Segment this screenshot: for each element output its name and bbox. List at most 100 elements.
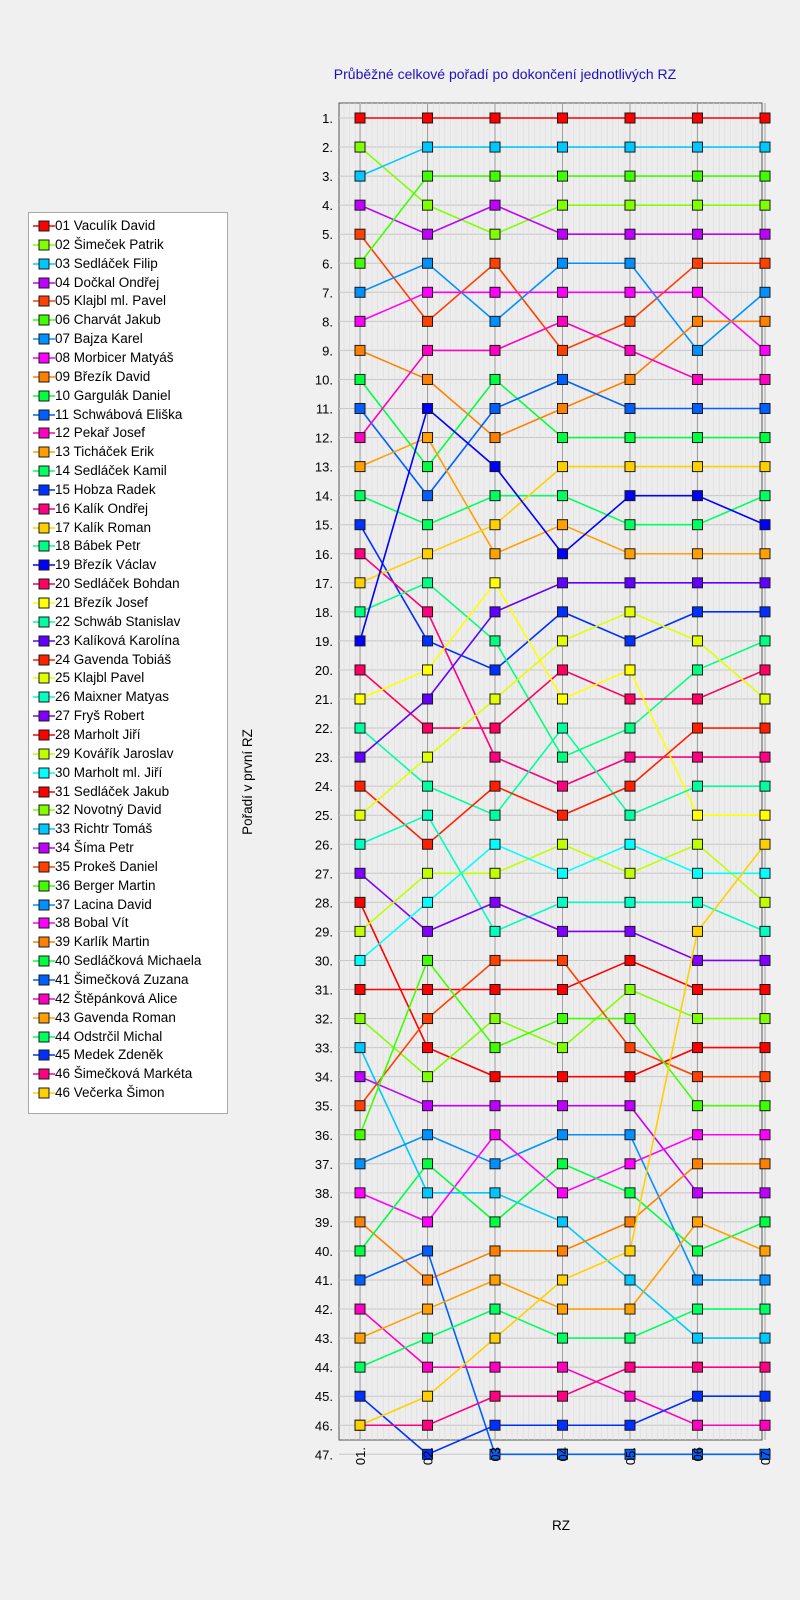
data-point [759, 315, 771, 327]
data-point [759, 1303, 771, 1315]
legend-label: 05 Klajbl ml. Pavel [55, 293, 167, 309]
data-point [422, 577, 433, 589]
data-point [557, 461, 568, 473]
data-point [489, 257, 501, 269]
series-24-Gavenda-Tobiáš [354, 722, 771, 850]
data-point [759, 490, 771, 502]
legend-label: 38 Bobal Vít [55, 915, 129, 931]
legend-label: 42 Štěpánková Alice [55, 990, 178, 1006]
legend-swatch [33, 616, 55, 628]
data-point [489, 1419, 501, 1431]
data-point [422, 286, 433, 298]
legend-swatch [33, 823, 55, 835]
y-tick-label: 23. [315, 750, 333, 765]
data-point [759, 519, 771, 531]
data-point [624, 315, 636, 327]
x-tick-label: 01. [353, 1447, 368, 1465]
data-point [692, 954, 703, 966]
data-point [557, 344, 568, 356]
data-point [354, 1274, 366, 1286]
y-tick-label: 4. [322, 198, 333, 213]
series-43-Gavenda-Roman [354, 1216, 771, 1344]
legend-label: 29 Kovářík Jaroslav [55, 745, 174, 761]
legend-label: 16 Kalík Ondřej [55, 500, 149, 516]
data-point [557, 1187, 568, 1199]
data-point [354, 896, 366, 908]
data-point [692, 1303, 703, 1315]
data-point [354, 577, 366, 589]
data-point [557, 1390, 568, 1402]
legend-label: 26 Maixner Matyas [55, 689, 170, 705]
legend-label: 34 Šíma Petr [55, 840, 134, 856]
data-point [489, 1361, 501, 1373]
data-point [692, 373, 703, 385]
data-point [354, 780, 366, 792]
legend-label: 04 Dočkal Ondřej [55, 274, 160, 290]
data-point [759, 693, 771, 705]
data-point [759, 1361, 771, 1373]
data-point [354, 809, 366, 821]
legend-label: 07 Bajza Karel [55, 331, 143, 347]
data-point [489, 548, 501, 560]
legend-swatch [33, 672, 55, 684]
data-point [489, 286, 501, 298]
data-point [759, 984, 771, 995]
data-point [489, 693, 501, 705]
legend-label: 21 Březík Josef [55, 595, 149, 610]
data-point [624, 548, 636, 560]
data-point [422, 925, 433, 937]
legend-label: 41 Šimečková Zuzana [55, 972, 189, 987]
legend-label: 24 Gavenda Tobiáš [55, 651, 172, 667]
data-point [692, 1013, 703, 1025]
data-point [692, 1361, 703, 1373]
legend-swatch [33, 522, 55, 534]
data-point [422, 635, 433, 647]
series-25-Klajbl-Pavel [354, 606, 771, 821]
data-point [422, 1390, 433, 1402]
data-point [354, 722, 366, 734]
data-point [557, 373, 568, 385]
series-02-Šimeček-Patrik [354, 141, 771, 240]
data-point [557, 606, 568, 618]
series-28-Marholt-Jiří [354, 896, 771, 1083]
data-point [692, 664, 703, 676]
data-point [422, 344, 433, 356]
data-point [557, 1100, 568, 1112]
data-point [422, 809, 433, 821]
data-point [354, 112, 366, 124]
legend-label: 02 Šimeček Patrik [55, 236, 164, 252]
data-point [422, 461, 433, 473]
data-point [759, 228, 771, 240]
legend-label: 15 Hobza Radek [55, 481, 156, 497]
data-point [354, 403, 366, 414]
data-point [422, 432, 433, 444]
y-tick-label: 7. [322, 285, 333, 300]
y-tick-label: 16. [315, 547, 333, 562]
data-point [692, 432, 703, 444]
series-09-Březík-David [354, 315, 771, 444]
data-point [489, 1071, 501, 1083]
data-point [624, 286, 636, 298]
legend-label: 46 Šimečková Markéta [55, 1066, 193, 1082]
data-point [759, 1332, 771, 1344]
data-point [759, 954, 771, 966]
data-point [422, 1448, 433, 1460]
data-point [489, 228, 501, 240]
data-point [759, 373, 771, 385]
legend-swatch [33, 578, 55, 590]
data-point [692, 170, 703, 182]
data-point [624, 1274, 636, 1286]
legend-label: 43 Gavenda Roman [55, 1009, 176, 1025]
series-32-Novotný-David [354, 984, 771, 1083]
data-point [354, 1332, 366, 1344]
data-point [692, 257, 703, 269]
data-point [557, 693, 568, 705]
series-34-Šíma-Petr [354, 1071, 771, 1199]
data-point [489, 1187, 501, 1199]
data-point [692, 693, 703, 705]
data-point [489, 1448, 501, 1460]
data-point [624, 1013, 636, 1025]
data-point [489, 1158, 501, 1170]
data-point [354, 286, 366, 298]
